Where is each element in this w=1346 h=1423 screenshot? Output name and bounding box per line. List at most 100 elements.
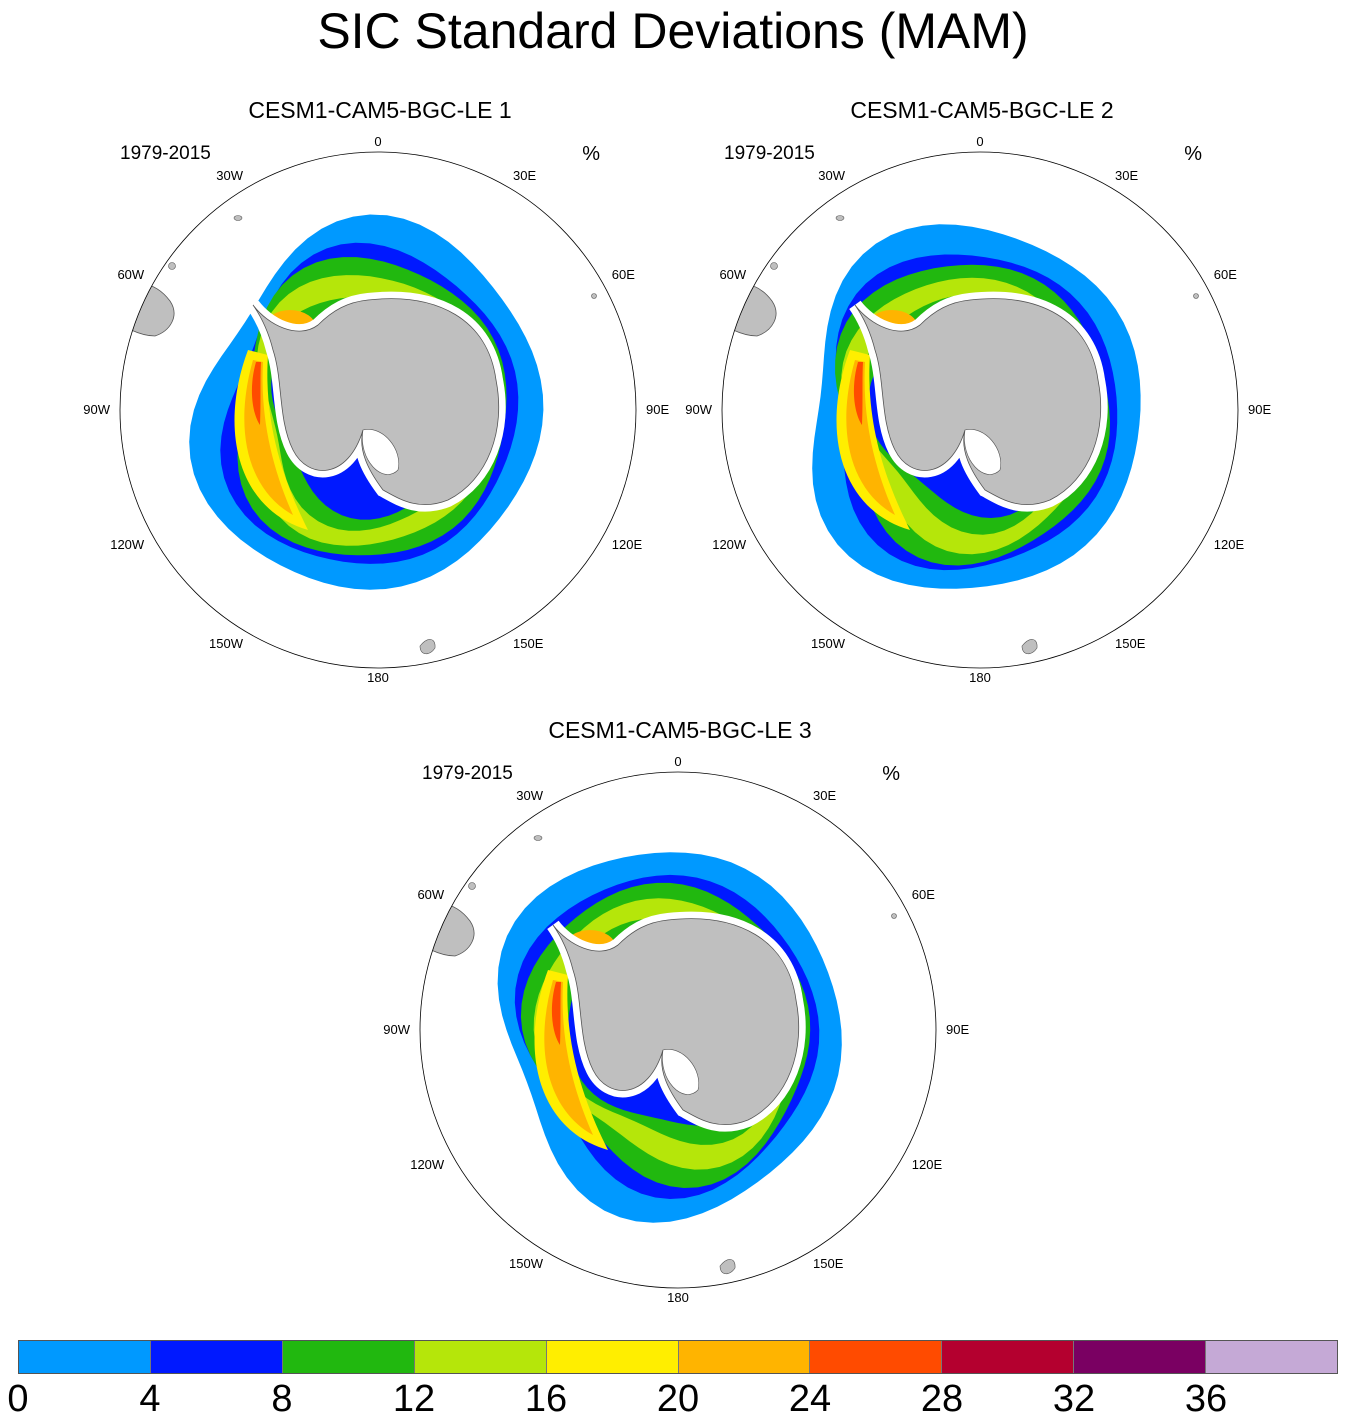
island [168,262,176,270]
colorbar-tick-label: 12 [392,1378,436,1420]
sea-ice-field [420,835,897,1275]
map-panel-1: CESM1-CAM5-BGC-LE 1 1979-2015 % 0 30E 60E 9… [83,96,669,685]
sic-band [853,362,863,425]
island [835,215,845,221]
antarctica-landmass [252,298,500,505]
colorbar-swatch [942,1341,1075,1373]
colorbar-swatch [150,1341,283,1373]
colorbar-swatch [1074,1341,1207,1373]
colorbar-swatch [1206,1341,1338,1373]
colorbar-swatch [414,1341,547,1373]
colorbar-swatch [19,1341,151,1373]
polar-map: 0 30E 60E 90E 120E 150E 180 150W 120W 90W 60W 30W [685,134,1271,685]
colorbar-swatch [282,1341,415,1373]
new-zealand-landmass [719,1259,736,1275]
longitude-label: 150E [1115,636,1146,651]
longitude-label: 60W [719,267,746,282]
map-boundary [419,771,937,1289]
map-boundary [721,151,1239,669]
polar-map: 0 30E 60E 90E 120E 150E 180 150W 120W 90W 60W 30W [383,754,969,1305]
longitude-label: 60E [912,887,935,902]
island [591,293,597,299]
colorbar-tick-label: 24 [788,1378,832,1420]
new-zealand-landmass [419,639,436,655]
longitude-label: 90W [685,402,712,417]
panel-years: 1979-2015 [120,143,211,164]
colorbar-tick-label: 4 [139,1378,161,1420]
longitude-label: 90W [83,402,110,417]
longitude-label: 60W [117,267,144,282]
panel-years: 1979-2015 [724,143,815,164]
island [533,835,543,841]
sea-ice-field [722,215,1199,655]
colorbar-tick-label: 8 [271,1378,293,1420]
longitude-label: 150W [509,1256,544,1271]
longitude-label: 120W [110,537,145,552]
sea-ice-field [120,214,597,655]
panel-title: CESM1-CAM5-BGC-LE 2 [850,97,1114,123]
longitude-label: 120E [1214,537,1245,552]
island [1193,293,1199,299]
longitude-label: 30W [818,168,845,183]
longitude-label: 90E [1248,402,1271,417]
longitude-label: 90E [946,1022,969,1037]
panel-years: 1979-2015 [422,763,513,784]
longitude-label: 30W [216,168,243,183]
island [770,262,778,270]
colorbar-swatch [678,1341,811,1373]
colorbar-tick-label: 36 [1184,1378,1228,1420]
colorbar-swatch [546,1341,679,1373]
colorbar-tick-label: 0 [7,1378,29,1420]
antarctica-landmass [854,298,1102,505]
longitude-label: 180 [969,670,991,685]
panel-title: CESM1-CAM5-BGC-LE 3 [548,717,812,743]
longitude-label: 90E [646,402,669,417]
colorbar-tick-label: 20 [656,1378,700,1420]
colorbar-tick-label: 28 [920,1378,964,1420]
map-panel-3: CESM1-CAM5-BGC-LE 3 1979-2015 % 0 30E 60E 9… [383,716,969,1305]
panel-units: % [582,143,600,165]
panel-units: % [1184,143,1202,165]
longitude-label: 150E [513,636,544,651]
island [233,215,243,221]
new-zealand-landmass [1021,639,1038,655]
island [891,913,897,919]
longitude-label: 180 [367,670,389,685]
longitude-label: 60E [612,267,635,282]
longitude-label: 120E [912,1157,943,1172]
island [468,882,476,890]
longitude-label: 30E [513,168,536,183]
map-panel-2: CESM1-CAM5-BGC-LE 2 1979-2015 % 0 30E 60E 9… [685,96,1271,685]
sic-band [551,982,561,1045]
ross-ice-shelf [662,1049,700,1095]
colorbar [18,1340,1338,1374]
panel-units: % [882,763,900,785]
longitude-label: 30E [1115,168,1138,183]
longitude-label: 180 [667,1290,689,1305]
longitude-label: 90W [383,1022,410,1037]
ross-ice-shelf [362,429,400,475]
longitude-label: 150E [813,1256,844,1271]
longitude-label: 60E [1214,267,1237,282]
longitude-label: 30E [813,788,836,803]
panel-title: CESM1-CAM5-BGC-LE 1 [248,97,512,123]
map-boundary [119,151,637,669]
main-title: SIC Standard Deviations (MAM) [317,3,1029,59]
longitude-label: 0 [976,134,983,149]
longitude-label: 150W [209,636,244,651]
sic-band [251,362,261,425]
ross-ice-shelf [964,429,1002,475]
longitude-label: 30W [516,788,543,803]
antarctica-landmass [552,918,800,1125]
longitude-label: 150W [811,636,846,651]
longitude-label: 120W [410,1157,445,1172]
longitude-label: 0 [674,754,681,769]
colorbar-tick-label: 32 [1052,1378,1096,1420]
longitude-label: 120W [712,537,747,552]
longitude-label: 0 [374,134,381,149]
colorbar-tick-label: 16 [524,1378,568,1420]
colorbar-swatch [810,1341,943,1373]
longitude-label: 120E [612,537,643,552]
longitude-label: 60W [417,887,444,902]
polar-map: 0 30E 60E 90E 120E 150E 180 150W 120W 90W 60W 30W [83,134,669,685]
